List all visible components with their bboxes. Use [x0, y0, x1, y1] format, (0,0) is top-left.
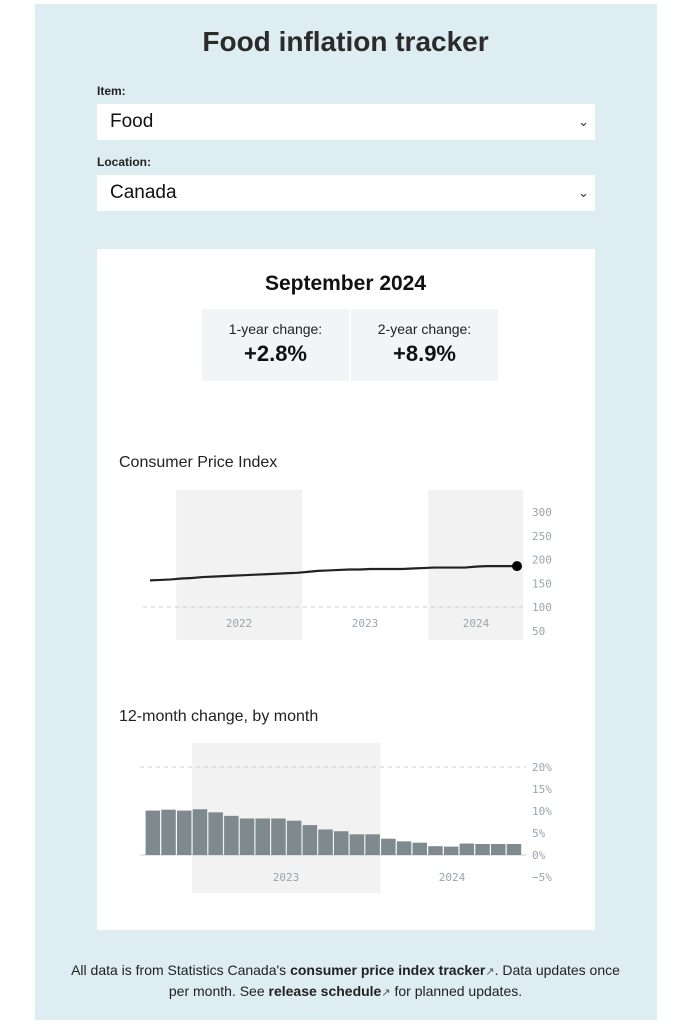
x-tick-label: 2023	[273, 871, 300, 884]
bar	[396, 841, 412, 855]
bar	[224, 815, 239, 855]
bar	[443, 846, 459, 855]
period-heading: September 2024	[264, 272, 427, 295]
bar	[459, 843, 475, 855]
bar	[286, 820, 302, 855]
location-label: Location:	[97, 155, 151, 169]
y-tick-label: 15%	[532, 783, 552, 796]
location-select[interactable]: Canada ⌄	[97, 175, 595, 211]
bar	[161, 809, 176, 855]
release-schedule-link[interactable]: release schedule	[268, 983, 382, 999]
location-value: Canada	[110, 182, 177, 203]
y-tick-label: 200	[532, 554, 552, 567]
year-shade-2023	[192, 743, 381, 893]
y-tick-label: 300	[532, 506, 552, 519]
bar	[145, 810, 161, 855]
cpi-line	[149, 565, 518, 582]
bar	[239, 818, 255, 855]
footer-text: . Data updates once per month. See	[168, 962, 620, 999]
footer-text: for planned updates.	[390, 983, 523, 999]
stat-value: +2.8%	[244, 341, 307, 366]
y-tick-label: 20%	[532, 761, 552, 774]
bar	[177, 810, 192, 855]
cpi-chart-title: Consumer Price Index	[119, 454, 278, 471]
item-select[interactable]: Food ⌄	[97, 104, 595, 140]
y-tick-label: 5%	[532, 827, 546, 840]
y-tick-label: 10%	[532, 805, 552, 818]
bar	[381, 838, 396, 855]
bar	[271, 818, 286, 855]
y-tick-label: 50	[532, 625, 545, 638]
bar	[412, 842, 427, 855]
footer-text: All data is from Statistics Canada's	[71, 962, 291, 978]
chevron-down-icon: ⌄	[578, 114, 589, 129]
stat-label: 1-year change:	[228, 321, 323, 337]
x-tick-label: 2024	[463, 617, 490, 630]
bar	[475, 844, 490, 855]
y-tick-label: 100	[532, 601, 552, 614]
latest-point	[512, 561, 522, 572]
y-tick-label: 0%	[532, 849, 546, 862]
year-shade-2024	[428, 490, 524, 640]
year-shade-2022	[176, 490, 303, 640]
external-link-icon: ↗	[485, 966, 495, 978]
bar	[428, 846, 443, 855]
chevron-down-icon: ⌄	[578, 185, 589, 200]
x-tick-label: 2024	[439, 871, 466, 884]
item-value: Food	[110, 111, 154, 132]
footer-note: All data is from Statistics Canada's con…	[60, 961, 631, 1003]
bar	[349, 834, 365, 855]
x-tick-label: 2023	[352, 617, 379, 630]
bar	[334, 831, 349, 855]
monthly-change-chart-title: 12-month change, by month	[119, 708, 319, 725]
bar	[318, 829, 333, 855]
item-label: Item:	[97, 84, 126, 98]
stat-2-year: 2-year change: +8.9%	[351, 309, 498, 381]
bar	[491, 844, 506, 855]
bar	[192, 809, 208, 855]
x-tick-label: 2022	[226, 617, 253, 630]
page-title: Food inflation tracker	[202, 26, 489, 57]
stat-label: 2-year change:	[377, 321, 472, 337]
y-tick-label: 150	[532, 577, 552, 590]
y-tick-label: −5%	[532, 871, 552, 884]
bar	[506, 844, 522, 855]
bar	[208, 812, 223, 855]
stat-value: +8.9%	[393, 341, 456, 366]
cpi-tracker-link[interactable]: consumer price index tracker	[290, 962, 486, 978]
bar	[302, 825, 318, 855]
external-link-icon: ↗	[381, 987, 391, 999]
stat-1-year: 1-year change: +2.8%	[202, 309, 349, 381]
bar	[255, 818, 270, 855]
y-tick-label: 250	[532, 530, 552, 543]
bar	[365, 834, 380, 855]
